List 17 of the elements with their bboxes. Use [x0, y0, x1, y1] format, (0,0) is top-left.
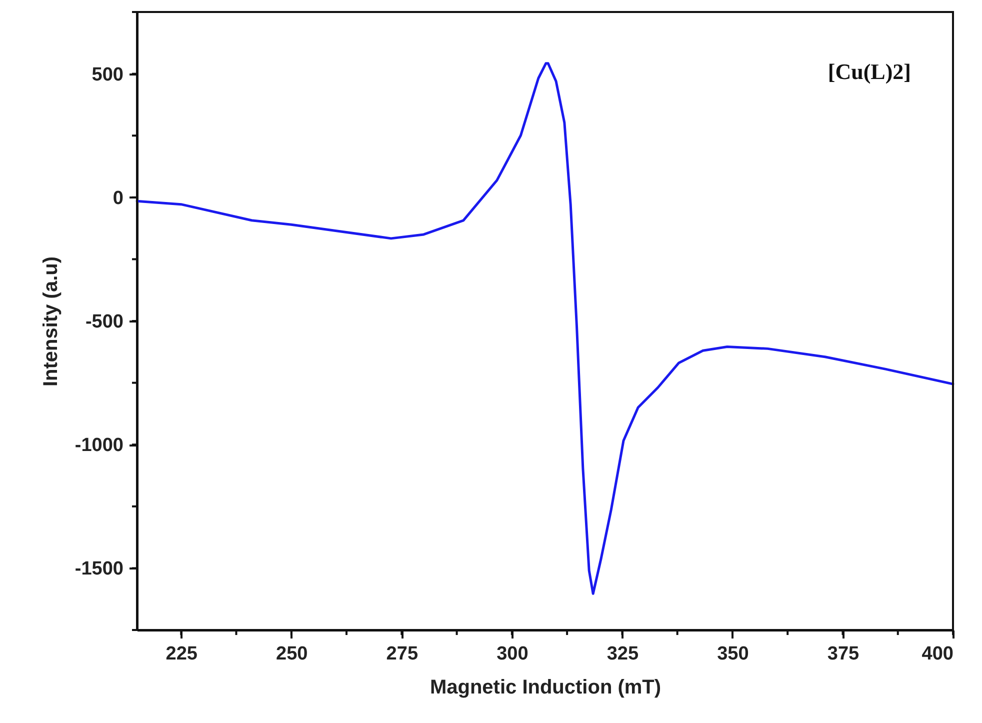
y-tick-label: -1500 [74, 558, 124, 580]
x-tick-label: 400 [922, 644, 954, 664]
annotation: [Cu(L)2] [828, 59, 911, 84]
x-tick-label: 250 [276, 644, 308, 664]
y-tick-label: -1000 [74, 435, 124, 456]
x-tick-label: 300 [496, 644, 528, 664]
x-tick-label: 275 [386, 644, 418, 664]
y-tick-label: 500 [92, 64, 124, 86]
y-axis-title: Intensity (a.u) [40, 256, 62, 387]
x-tick-label: 375 [827, 644, 860, 664]
y-tick-label: -500 [85, 312, 124, 332]
y-tick-label: 0 [112, 188, 124, 209]
x-tick-label: 350 [717, 644, 749, 664]
x-tick-label: 225 [166, 644, 198, 664]
x-tick-label: 325 [606, 644, 639, 664]
line-series [136, 62, 954, 595]
x-axis-title: Magnetic Induction (mT) [430, 676, 662, 698]
